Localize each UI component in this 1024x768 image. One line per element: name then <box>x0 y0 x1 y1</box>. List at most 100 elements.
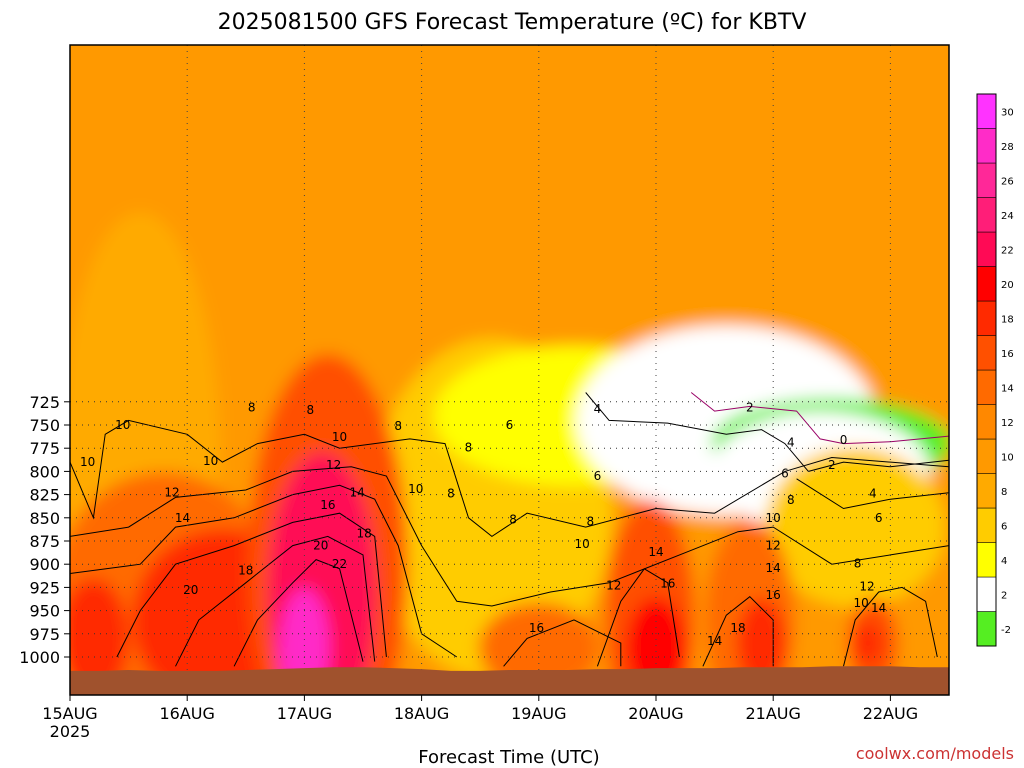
contour-line-6 <box>503 619 622 667</box>
chart-title: 2025081500 GFS Forecast Temperature (ºC)… <box>218 10 807 35</box>
credit-text: coolwx.com/models <box>856 744 1014 763</box>
contour-label-29: 4 <box>787 436 795 450</box>
contour-label-13: 16 <box>320 498 335 512</box>
colorbar-tick-7: 14 <box>1001 383 1014 394</box>
x-tick-label-0: 15AUG <box>42 704 97 723</box>
x-tick-label-3: 18AUG <box>394 704 449 723</box>
contour-label-16: 8 <box>587 515 595 529</box>
contour-line-10 <box>585 392 949 472</box>
contour-label-22: 12 <box>606 579 621 593</box>
y-tick-label-5: 850 <box>29 509 60 528</box>
contour-label-18: 20 <box>313 539 328 553</box>
y-tick-label-3: 800 <box>29 462 60 481</box>
colorbar-tick-8: 16 <box>1001 349 1014 360</box>
colorbar-swatch-15 <box>976 93 997 129</box>
contour-label-2: 10 <box>115 418 130 432</box>
terrain-surface <box>70 666 949 695</box>
contour-label-5: 8 <box>465 440 473 454</box>
contour-label-9: 12 <box>164 486 179 500</box>
contour-label-42: 12 <box>859 579 874 593</box>
y-tick-label-10: 975 <box>29 625 60 644</box>
contour-label-30: 0 <box>840 433 848 447</box>
contour-label-20: 22 <box>332 557 347 571</box>
contour-label-3: 8 <box>394 419 402 433</box>
contour-label-31: 2 <box>828 458 836 472</box>
colorbar-swatch-5 <box>976 438 997 474</box>
contour-line-3 <box>116 512 387 658</box>
colorbar-tick-0: -2 <box>1001 625 1011 636</box>
contour-label-14: 14 <box>175 511 190 525</box>
plot-frame <box>69 44 950 696</box>
colorbar-swatch-4 <box>976 473 997 509</box>
y-axis: 725 750 775 800 825 850 875 900 925 950 975 1000 <box>19 393 70 667</box>
y-tick-label-7: 900 <box>29 555 60 574</box>
colorbar-swatch-13 <box>976 162 997 198</box>
contour-label-21: 18 <box>238 564 253 578</box>
x-axis-title: Forecast Time (UTC) <box>418 747 599 768</box>
x-axis: 15AUG 16AUG 17AUG 18AUG 19AUG 20AUG 21AUG 22AUG <box>42 695 918 723</box>
colorbar-tick-13: 26 <box>1001 176 1014 187</box>
contour-label-10: 14 <box>349 486 364 500</box>
contour-label-19: 10 <box>575 537 590 551</box>
colorbar-frame <box>976 93 997 647</box>
x-tick-label-1: 16AUG <box>159 704 214 723</box>
colorbar-swatch-11 <box>976 231 997 267</box>
colorbar-swatch-3 <box>976 507 997 543</box>
contour-label-1: 8 <box>306 403 314 417</box>
colorbar-tick-4: 8 <box>1001 487 1007 498</box>
field-region-17 <box>736 598 787 689</box>
contour-label-39: 14 <box>648 545 663 559</box>
x-tick-label-6: 21AUG <box>745 704 800 723</box>
colorbar-tick-15: 30 <box>1001 107 1014 118</box>
colorbar-swatch-12 <box>976 197 997 233</box>
colorbar-tick-5: 10 <box>1001 452 1014 463</box>
colorbar-swatch-10 <box>976 266 997 302</box>
grid-lines <box>70 45 949 695</box>
colorbar-swatch-7 <box>976 369 997 405</box>
y-tick-label-8: 925 <box>29 578 60 597</box>
contour-line-8 <box>702 596 774 667</box>
colorbar-tick-1: 2 <box>1001 590 1007 601</box>
contour-label-15: 8 <box>509 513 517 527</box>
colorbar-tick-11: 22 <box>1001 245 1014 256</box>
x-tick-label-4: 19AUG <box>511 704 566 723</box>
colorbar-swatch-6 <box>976 404 997 440</box>
contour-label-24: 16 <box>529 621 544 635</box>
field-region-6 <box>765 447 946 608</box>
contour-line-9 <box>843 586 938 667</box>
field-region-12 <box>70 578 129 695</box>
contour-label-28: 2 <box>746 400 754 414</box>
contour-line-12 <box>796 478 949 510</box>
contour-label-27: 6 <box>594 469 602 483</box>
colorbar-tick-6: 12 <box>1001 418 1014 429</box>
contour-label-8: 12 <box>326 458 341 472</box>
colorbar-tick-12: 24 <box>1001 211 1014 222</box>
contour-line-4 <box>175 535 376 667</box>
field-region-19 <box>851 623 882 664</box>
contour-line-7 <box>596 568 680 667</box>
contour-lines <box>70 392 949 667</box>
contour-line-1 <box>70 466 949 607</box>
x-tick-label-7: 22AUG <box>863 704 918 723</box>
contour-label-17: 18 <box>357 527 372 541</box>
contour-label-37: 12 <box>766 539 781 553</box>
contour-label-41: 16 <box>660 577 675 591</box>
contour-label-38: 8 <box>854 556 862 570</box>
x-axis-year-label: 2025 <box>50 722 91 741</box>
y-tick-label-0: 725 <box>29 393 60 412</box>
x-tick-label-2: 17AUG <box>277 704 332 723</box>
colorbar-swatch-1 <box>976 576 997 612</box>
y-tick-label-2: 775 <box>29 439 60 458</box>
contour-label-6: 10 <box>80 455 95 469</box>
contour-label-36: 6 <box>875 511 883 525</box>
y-tick-label-11: 1000 <box>19 648 60 667</box>
colorbar-swatch-14 <box>976 128 997 164</box>
temperature-field <box>70 45 949 695</box>
y-tick-label-1: 750 <box>29 416 60 435</box>
y-tick-label-6: 875 <box>29 532 60 551</box>
colorbar-tick-14: 28 <box>1001 142 1014 153</box>
colorbar-tick-2: 4 <box>1001 556 1007 567</box>
y-tick-label-4: 825 <box>29 486 60 505</box>
